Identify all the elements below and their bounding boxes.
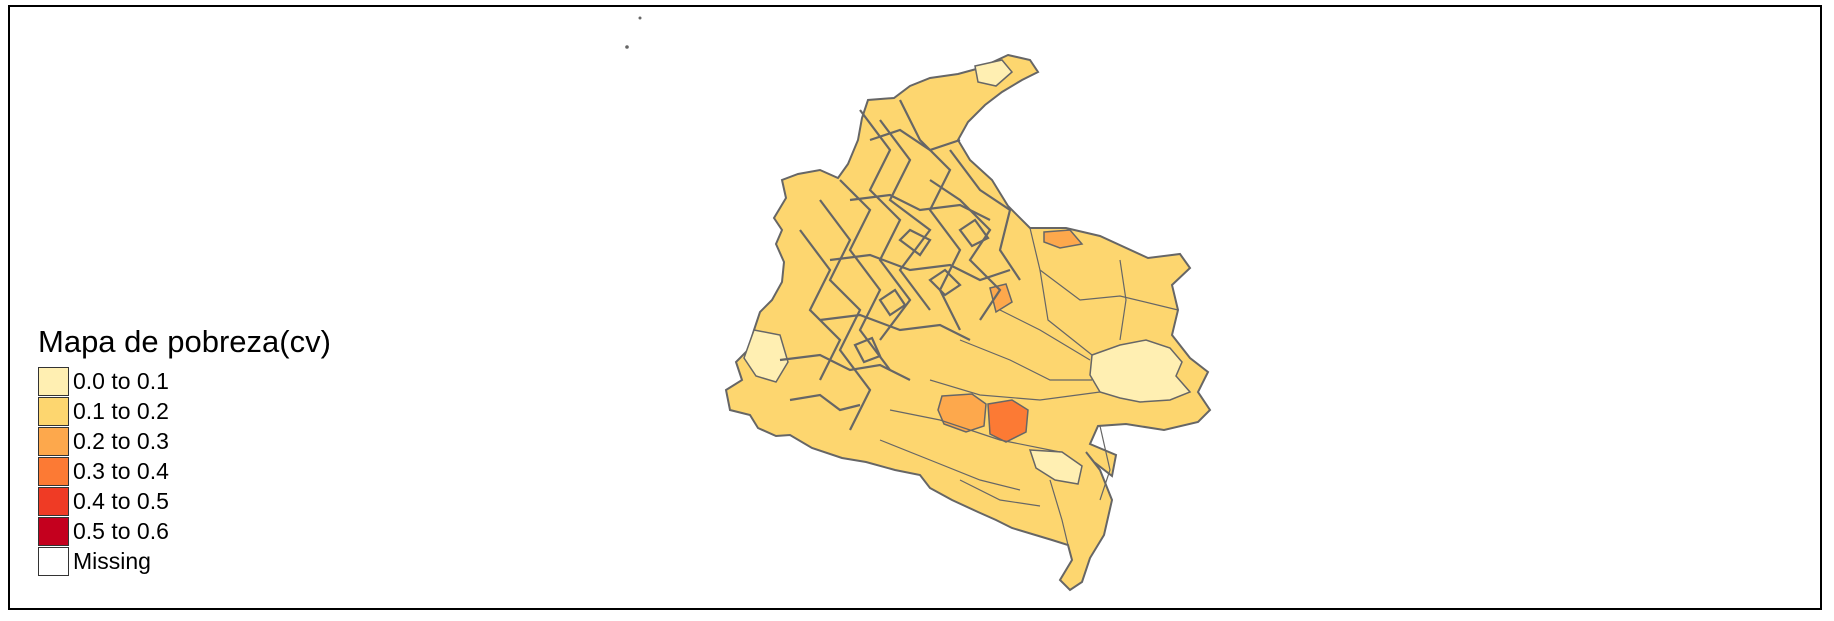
island-a <box>638 16 642 20</box>
legend-title: Mapa de pobreza(cv) <box>38 324 331 359</box>
legend-swatch <box>38 396 69 426</box>
region-orange-c <box>1043 229 1084 249</box>
legend-label: 0.0 to 0.1 <box>73 367 169 394</box>
department-borders <box>879 227 1179 546</box>
dense-border-lines <box>779 99 1021 431</box>
legend-item: 0.4 to 0.5 <box>38 486 331 516</box>
region-light-west <box>743 329 789 383</box>
legend-swatch <box>38 456 69 486</box>
legend-rows: 0.0 to 0.1 0.1 to 0.2 0.2 to 0.3 0.3 to 0.4… <box>38 366 331 576</box>
legend-swatch <box>38 426 69 456</box>
legend-item: Missing <box>38 546 331 576</box>
legend-swatch <box>38 366 69 396</box>
legend-item: 0.5 to 0.6 <box>38 516 331 546</box>
legend-label: 0.2 to 0.3 <box>73 427 169 454</box>
legend-label: 0.4 to 0.5 <box>73 487 169 514</box>
region-light-north <box>974 59 1014 87</box>
region-light-southeast <box>1028 449 1083 485</box>
legend-label: 0.1 to 0.2 <box>73 397 169 424</box>
legend-swatch <box>38 546 69 576</box>
region-orange-b <box>987 399 1029 443</box>
country-outline <box>724 53 1212 592</box>
region-orange-d <box>989 283 1013 314</box>
map-legend: Mapa de pobreza(cv) 0.0 to 0.1 0.1 to 0.2… <box>38 324 331 576</box>
legend-swatch <box>38 486 69 516</box>
legend-item: 0.0 to 0.1 <box>38 366 331 396</box>
legend-label: Missing <box>73 547 151 574</box>
legend-label: 0.5 to 0.6 <box>73 517 169 544</box>
legend-label: 0.3 to 0.4 <box>73 457 169 484</box>
legend-item: 0.1 to 0.2 <box>38 396 331 426</box>
legend-item: 0.2 to 0.3 <box>38 426 331 456</box>
island-b <box>625 45 629 49</box>
region-orange-a <box>937 393 987 433</box>
legend-item: 0.3 to 0.4 <box>38 456 331 486</box>
legend-swatch <box>38 516 69 546</box>
